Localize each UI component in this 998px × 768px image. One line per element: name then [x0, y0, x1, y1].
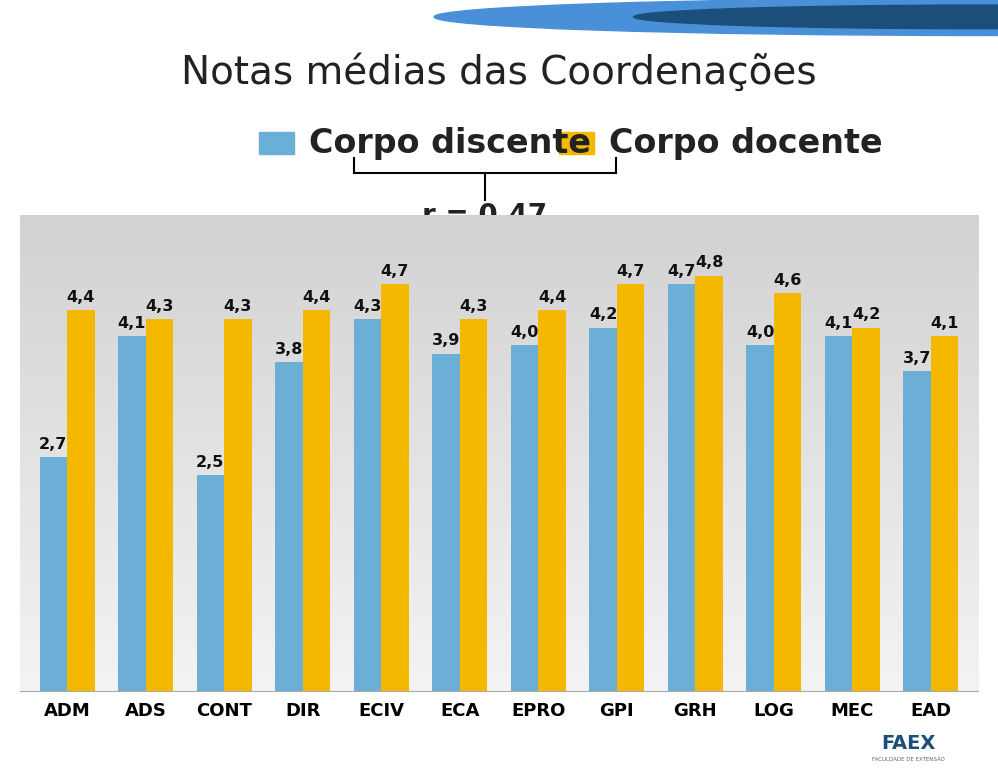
Text: 4,0: 4,0: [746, 325, 774, 339]
Text: Notas médias das Coordenações: Notas médias das Coordenações: [182, 53, 816, 91]
Text: 3,7: 3,7: [903, 351, 931, 366]
Text: 3435-3988: 3435-3988: [232, 738, 323, 753]
Bar: [302, 310, 330, 691]
Bar: [67, 310, 95, 691]
Bar: [903, 371, 931, 691]
Text: 4,4: 4,4: [302, 290, 330, 305]
Text: 4,2: 4,2: [589, 307, 617, 323]
Text: 3,8: 3,8: [274, 342, 303, 357]
Text: Corpo discente: Corpo discente: [309, 127, 592, 160]
Text: www.: www.: [30, 738, 71, 753]
Circle shape: [634, 5, 998, 28]
Text: 4,8: 4,8: [695, 256, 724, 270]
Text: 4,3: 4,3: [224, 299, 252, 314]
Text: 3,9: 3,9: [432, 333, 460, 349]
Text: 4,1: 4,1: [118, 316, 146, 331]
Text: 2,7: 2,7: [39, 437, 68, 452]
Text: 4,4: 4,4: [538, 290, 566, 305]
Text: Corpo docente: Corpo docente: [609, 127, 882, 160]
Bar: [825, 336, 852, 691]
Text: 4,0: 4,0: [510, 325, 539, 339]
Text: 4,2: 4,2: [852, 307, 880, 323]
FancyBboxPatch shape: [559, 132, 594, 154]
Bar: [511, 345, 538, 691]
Text: FAEX: FAEX: [881, 734, 935, 753]
Text: faex: faex: [68, 738, 105, 753]
Bar: [275, 362, 302, 691]
Bar: [696, 276, 723, 691]
Bar: [617, 284, 645, 691]
Bar: [852, 328, 880, 691]
Text: .edu.br   |   35: .edu.br | 35: [105, 738, 218, 753]
Text: 4,7: 4,7: [617, 264, 645, 279]
Circle shape: [434, 0, 998, 35]
Bar: [353, 319, 381, 691]
Bar: [538, 310, 566, 691]
Text: r = 0,47: r = 0,47: [422, 202, 548, 230]
Bar: [668, 284, 696, 691]
Bar: [432, 353, 460, 691]
Bar: [197, 475, 225, 691]
FancyBboxPatch shape: [259, 132, 294, 154]
Bar: [225, 319, 251, 691]
Text: 4,1: 4,1: [930, 316, 959, 331]
Bar: [931, 336, 958, 691]
Text: FACULDADE DE EXTENSÃO: FACULDADE DE EXTENSÃO: [871, 756, 945, 762]
Bar: [146, 319, 173, 691]
Text: 4,7: 4,7: [668, 264, 696, 279]
Text: 4,3: 4,3: [145, 299, 174, 314]
Text: 4,3: 4,3: [353, 299, 381, 314]
Bar: [460, 319, 487, 691]
Text: 2,5: 2,5: [197, 455, 225, 469]
Text: 4,1: 4,1: [824, 316, 853, 331]
FancyBboxPatch shape: [818, 725, 998, 766]
Bar: [589, 328, 617, 691]
Bar: [40, 458, 67, 691]
Bar: [747, 345, 773, 691]
Bar: [381, 284, 409, 691]
Bar: [118, 336, 146, 691]
Text: 4,4: 4,4: [67, 290, 95, 305]
Text: 4,6: 4,6: [773, 273, 801, 288]
Bar: [773, 293, 801, 691]
Text: 4,7: 4,7: [381, 264, 409, 279]
Text: 4,3: 4,3: [459, 299, 488, 314]
